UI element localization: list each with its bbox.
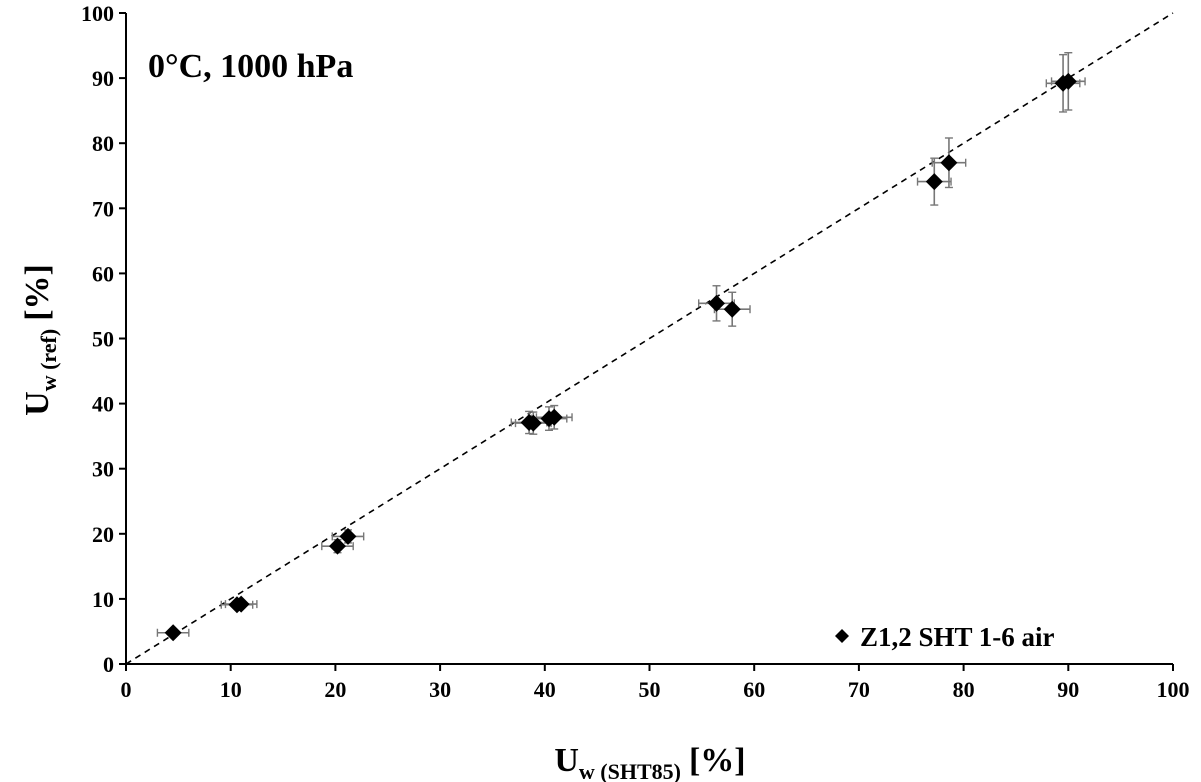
x-tick-label: 80	[953, 677, 975, 702]
data-point	[339, 527, 357, 545]
x-axis-title-main: U	[554, 742, 579, 779]
y-tick-label: 90	[92, 66, 114, 91]
error-bar-layer	[156, 52, 1086, 637]
y-axis-title-unit: [%]	[19, 264, 56, 321]
x-tick-label: 20	[324, 677, 346, 702]
x-tick-label: 0	[121, 677, 132, 702]
y-tick-label: 20	[92, 522, 114, 547]
data-point-layer	[164, 72, 1077, 642]
x-tick-label: 70	[848, 677, 870, 702]
legend: Z1,2 SHT 1-6 air	[835, 622, 1055, 652]
y-tick-label: 40	[92, 392, 114, 417]
x-tick-label: 50	[639, 677, 661, 702]
data-point	[328, 537, 346, 555]
x-tick-label: 100	[1157, 677, 1190, 702]
legend-marker-diamond	[835, 629, 849, 643]
y-tick-label: 30	[92, 457, 114, 482]
data-point	[1059, 72, 1077, 90]
y-axis-title: Uw (ref) [%]	[19, 264, 61, 416]
data-point	[925, 173, 943, 191]
y-tick-label: 80	[92, 131, 114, 156]
x-tick-label: 40	[534, 677, 556, 702]
data-point	[723, 300, 741, 318]
y-tick-label: 0	[103, 652, 114, 677]
reference-line-layer	[125, 12, 1174, 665]
data-point	[524, 414, 542, 432]
data-point	[708, 294, 726, 312]
y-tick-label: 50	[92, 327, 114, 352]
legend-label: Z1,2 SHT 1-6 air	[860, 622, 1055, 652]
y-axis-title-main: U	[19, 391, 56, 416]
x-tick-label: 60	[743, 677, 765, 702]
tick-labels: 0 10 20 30 40 50 60 70 80 90 100 0 10 20 30 40 50 60 70 80 9…	[81, 1, 1190, 702]
y-tick-label: 100	[81, 1, 114, 26]
x-axis-title-sub: w (SHT85)	[579, 759, 681, 782]
y-tick-label: 70	[92, 196, 114, 221]
y-axis-title-sub: w (ref)	[36, 329, 61, 392]
data-point	[940, 154, 958, 172]
condition-annotation: 0°C, 1000 hPa	[148, 48, 353, 85]
x-tick-label: 10	[220, 677, 242, 702]
data-point	[545, 408, 563, 426]
reference-line-1to1	[125, 12, 1174, 665]
x-tick-label: 90	[1057, 677, 1079, 702]
x-axis-title: Uw (SHT85) [%]	[554, 742, 745, 782]
axes	[119, 12, 1174, 671]
x-axis-title-unit: [%]	[689, 742, 746, 779]
data-point	[232, 595, 250, 613]
y-tick-label: 10	[92, 587, 114, 612]
x-tick-label: 30	[429, 677, 451, 702]
data-point	[164, 624, 182, 642]
y-tick-label: 60	[92, 261, 114, 286]
